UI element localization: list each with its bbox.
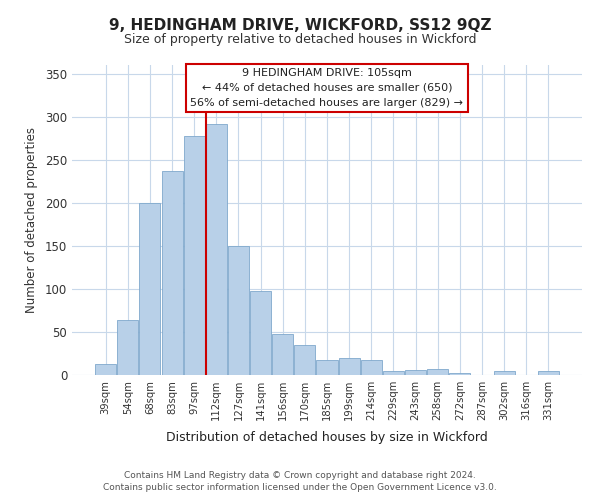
Bar bbox=[361, 360, 382, 375]
Bar bbox=[250, 290, 271, 375]
Bar bbox=[295, 345, 316, 375]
X-axis label: Distribution of detached houses by size in Wickford: Distribution of detached houses by size … bbox=[166, 432, 488, 444]
Text: Size of property relative to detached houses in Wickford: Size of property relative to detached ho… bbox=[124, 32, 476, 46]
Y-axis label: Number of detached properties: Number of detached properties bbox=[25, 127, 38, 313]
Text: 9 HEDINGHAM DRIVE: 105sqm
← 44% of detached houses are smaller (650)
56% of semi: 9 HEDINGHAM DRIVE: 105sqm ← 44% of detac… bbox=[191, 68, 464, 108]
Bar bbox=[405, 370, 426, 375]
Bar bbox=[449, 374, 470, 375]
Bar bbox=[272, 334, 293, 375]
Text: 9, HEDINGHAM DRIVE, WICKFORD, SS12 9QZ: 9, HEDINGHAM DRIVE, WICKFORD, SS12 9QZ bbox=[109, 18, 491, 32]
Bar bbox=[427, 369, 448, 375]
Bar bbox=[206, 124, 227, 375]
Bar bbox=[184, 136, 205, 375]
Bar bbox=[118, 320, 139, 375]
Bar bbox=[316, 360, 338, 375]
Bar bbox=[538, 370, 559, 375]
Bar bbox=[95, 364, 116, 375]
Bar bbox=[228, 246, 249, 375]
Bar bbox=[139, 203, 160, 375]
Bar bbox=[494, 370, 515, 375]
Bar bbox=[383, 370, 404, 375]
Text: Contains public sector information licensed under the Open Government Licence v3: Contains public sector information licen… bbox=[103, 484, 497, 492]
Text: Contains HM Land Registry data © Crown copyright and database right 2024.: Contains HM Land Registry data © Crown c… bbox=[124, 471, 476, 480]
Bar bbox=[161, 171, 182, 375]
Bar bbox=[338, 358, 359, 375]
